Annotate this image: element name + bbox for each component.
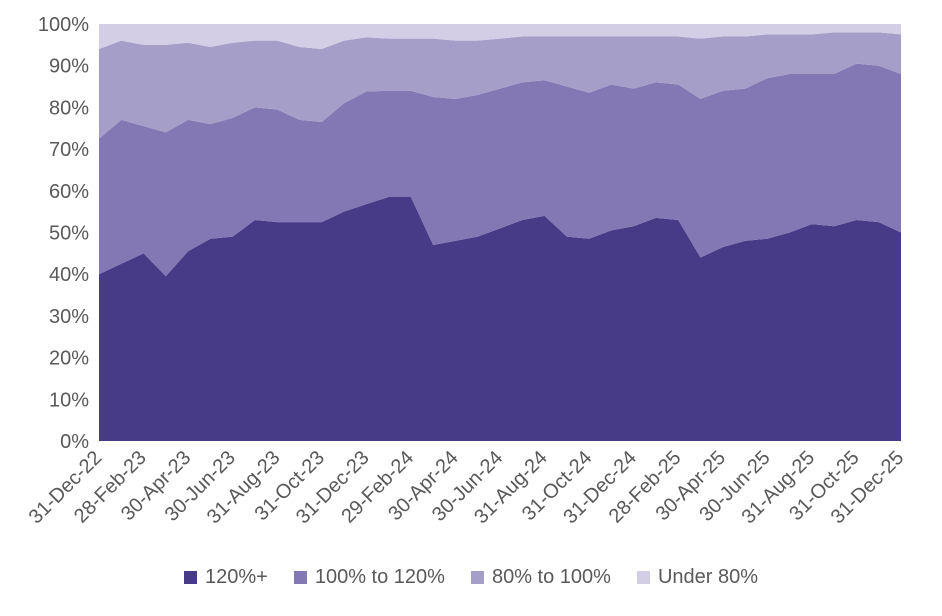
legend-swatch-under-80 bbox=[636, 571, 650, 584]
y-axis: 0% 10% 20% 30% 40% 50% 60% 70% 80% 90% 100% bbox=[38, 14, 89, 453]
area-series-under-80 bbox=[99, 24, 901, 50]
legend-item-120-plus: 120%+ bbox=[184, 566, 268, 589]
area-series-100-to-120 bbox=[99, 63, 901, 277]
legend-label-100-to-120: 100% to 120% bbox=[314, 566, 445, 588]
legend-label-120-plus: 120%+ bbox=[205, 566, 268, 588]
y-tick-label: 100% bbox=[38, 14, 89, 36]
area-series-80-to-100 bbox=[99, 32, 901, 139]
y-tick-label: 60% bbox=[49, 181, 89, 203]
legend-swatch-80-to-100 bbox=[470, 571, 484, 584]
y-tick-label: 20% bbox=[49, 348, 89, 370]
legend-label-under-80: Under 80% bbox=[657, 566, 758, 588]
area-series-120-plus bbox=[99, 197, 901, 441]
x-axis: 31-Dec-2228-Feb-2330-Apr-2330-Jun-2331-A… bbox=[25, 447, 909, 529]
legend-swatch-100-to-120 bbox=[293, 571, 307, 584]
y-tick-label: 90% bbox=[49, 56, 89, 78]
legend-item-80-to-100: 80% to 100% bbox=[470, 566, 611, 589]
y-tick-label: 0% bbox=[60, 431, 89, 453]
y-tick-label: 30% bbox=[49, 306, 89, 328]
y-tick-label: 10% bbox=[49, 389, 89, 411]
legend-item-under-80: Under 80% bbox=[636, 566, 758, 589]
legend-swatch-120-plus bbox=[184, 571, 197, 584]
areas-layer bbox=[99, 24, 901, 441]
y-tick-label: 40% bbox=[49, 264, 89, 286]
y-tick-label: 70% bbox=[49, 139, 89, 161]
legend-item-100-to-120: 100% to 120% bbox=[293, 566, 445, 589]
legend-label-80-to-100: 80% to 100% bbox=[491, 566, 611, 588]
y-tick-label: 80% bbox=[49, 97, 89, 119]
legend: 120%+ 100% to 120% 80% to 100% Under 80% bbox=[0, 566, 942, 589]
y-tick-label: 50% bbox=[49, 223, 89, 245]
